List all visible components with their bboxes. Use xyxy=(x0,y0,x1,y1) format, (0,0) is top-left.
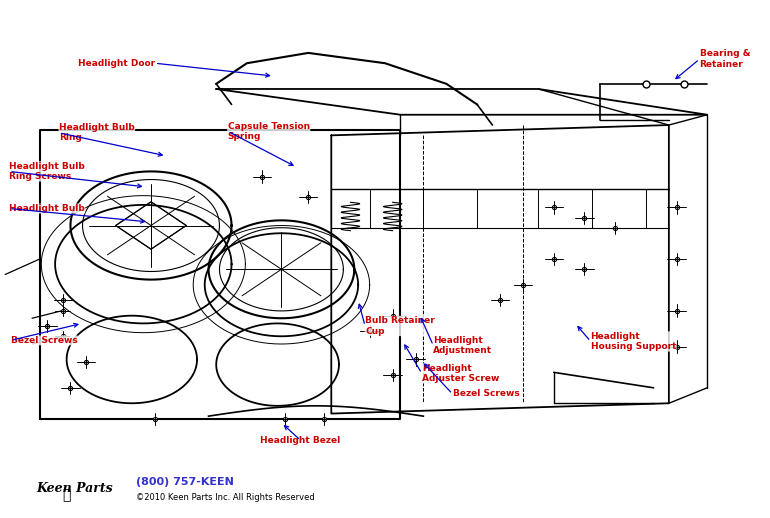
Text: Headlight
Adjuster Screw: Headlight Adjuster Screw xyxy=(422,364,499,383)
Text: Keen Parts: Keen Parts xyxy=(36,482,112,495)
Text: Headlight
Adjustment: Headlight Adjustment xyxy=(434,336,493,355)
Text: Headlight Bezel: Headlight Bezel xyxy=(260,436,341,445)
Text: Capsule Tension
Spring: Capsule Tension Spring xyxy=(228,122,310,141)
Text: Bearing &
Retainer: Bearing & Retainer xyxy=(700,49,750,69)
Text: (800) 757-KEEN: (800) 757-KEEN xyxy=(136,477,233,486)
Text: Headlight Bulb
Ring: Headlight Bulb Ring xyxy=(59,123,135,142)
Text: Headlight Bulb
Ring Screws: Headlight Bulb Ring Screws xyxy=(9,162,85,181)
Text: Bulb Retainer
Cup: Bulb Retainer Cup xyxy=(365,316,435,336)
Text: Headlight
Housing Support: Headlight Housing Support xyxy=(591,332,676,351)
Text: Bezel Screws: Bezel Screws xyxy=(453,390,519,398)
Text: Bezel Screws: Bezel Screws xyxy=(11,336,77,345)
Text: Headlight Bulb: Headlight Bulb xyxy=(9,204,85,213)
Text: 🚗: 🚗 xyxy=(62,488,71,502)
Text: Headlight Door: Headlight Door xyxy=(78,59,155,68)
Text: ©2010 Keen Parts Inc. All Rights Reserved: ©2010 Keen Parts Inc. All Rights Reserve… xyxy=(136,493,314,501)
